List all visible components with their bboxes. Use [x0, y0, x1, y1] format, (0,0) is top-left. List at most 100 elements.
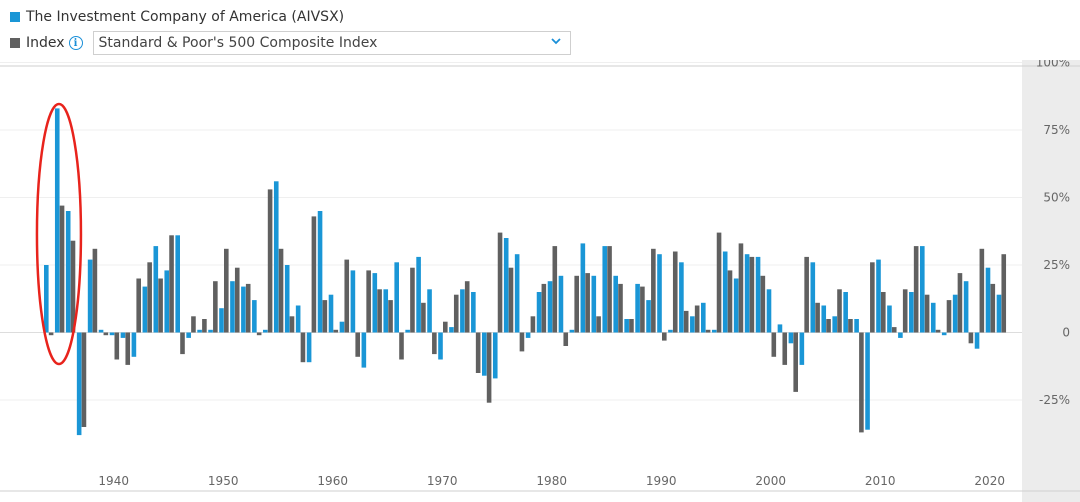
index-bar[interactable] [322, 300, 328, 333]
fund-bar[interactable] [438, 332, 443, 360]
index-bar[interactable] [136, 278, 141, 333]
index-bar[interactable] [92, 248, 98, 333]
index-bar[interactable] [771, 332, 777, 357]
index-bar[interactable] [640, 286, 645, 333]
fund-bar[interactable] [558, 275, 564, 333]
fund-bar[interactable] [744, 254, 750, 333]
index-bar[interactable] [147, 262, 152, 333]
index-bar[interactable] [70, 240, 76, 333]
index-bar[interactable] [629, 319, 634, 333]
fund-bar[interactable] [372, 273, 378, 333]
fund-bar[interactable] [996, 294, 1002, 333]
index-bar[interactable] [672, 251, 678, 333]
index-bar[interactable] [1001, 254, 1007, 333]
index-bar[interactable] [103, 332, 109, 336]
index-bar[interactable] [574, 275, 579, 333]
fund-bar[interactable] [733, 278, 739, 333]
index-select[interactable]: Standard & Poor's 500 Composite Index [92, 31, 571, 55]
index-bar[interactable] [213, 281, 218, 333]
index-bar[interactable] [377, 289, 382, 333]
index-bar[interactable] [333, 329, 339, 333]
index-bar[interactable] [432, 332, 437, 355]
index-bar[interactable] [870, 262, 875, 333]
index-bar[interactable] [224, 248, 229, 333]
fund-bar[interactable] [460, 289, 465, 333]
fund-bar[interactable] [952, 294, 958, 333]
fund-bar[interactable] [591, 275, 597, 333]
fund-bar[interactable] [394, 262, 399, 333]
fund-bar[interactable] [208, 329, 213, 333]
index-bar[interactable] [749, 256, 755, 333]
fund-bar[interactable] [98, 329, 104, 333]
index-bar[interactable] [256, 332, 262, 336]
fund-bar[interactable] [120, 332, 126, 338]
index-bar[interactable] [202, 319, 207, 333]
fund-bar[interactable] [263, 329, 268, 333]
fund-bar[interactable] [350, 270, 356, 333]
fund-bar[interactable] [799, 332, 805, 365]
index-bar[interactable] [662, 332, 667, 341]
fund-bar[interactable] [131, 332, 137, 357]
index-bar[interactable] [837, 289, 842, 333]
index-bar[interactable] [760, 275, 766, 333]
fund-bar[interactable] [876, 259, 881, 333]
index-bar[interactable] [59, 205, 65, 333]
index-bar[interactable] [585, 273, 590, 333]
index-bar[interactable] [278, 248, 284, 333]
fund-bar[interactable] [54, 108, 60, 333]
index-bar[interactable] [881, 292, 886, 333]
fund-bar[interactable] [711, 329, 717, 333]
fund-bar[interactable] [898, 332, 903, 338]
fund-bar[interactable] [328, 294, 334, 333]
index-bar[interactable] [902, 289, 908, 333]
fund-bar[interactable] [317, 211, 323, 333]
index-bar[interactable] [519, 332, 525, 352]
index-bar[interactable] [300, 332, 306, 363]
index-bar[interactable] [891, 327, 897, 333]
index-bar[interactable] [344, 259, 350, 333]
index-bar[interactable] [716, 232, 722, 333]
fund-bar[interactable] [602, 246, 608, 333]
fund-bar[interactable] [405, 329, 410, 333]
fund-bar[interactable] [482, 332, 487, 376]
fund-bar[interactable] [854, 319, 859, 333]
fund-bar[interactable] [788, 332, 794, 344]
index-bar[interactable] [596, 316, 601, 333]
fund-bar[interactable] [65, 211, 71, 333]
index-bar[interactable] [410, 267, 415, 333]
index-bar[interactable] [563, 332, 569, 347]
index-bar[interactable] [158, 278, 163, 333]
fund-bar[interactable] [416, 256, 421, 333]
fund-bar[interactable] [503, 238, 509, 333]
index-bar[interactable] [497, 232, 503, 333]
fund-bar[interactable] [164, 270, 170, 333]
index-bar[interactable] [366, 270, 371, 333]
index-bar[interactable] [355, 332, 360, 357]
fund-bar[interactable] [832, 316, 837, 333]
index-bar[interactable] [475, 332, 481, 374]
fund-bar[interactable] [909, 292, 914, 333]
fund-bar[interactable] [624, 319, 629, 333]
index-bar[interactable] [453, 294, 459, 333]
fund-bar[interactable] [471, 292, 476, 333]
index-bar[interactable] [738, 243, 744, 333]
index-bar[interactable] [935, 329, 941, 333]
fund-bar[interactable] [722, 251, 728, 333]
index-bar[interactable] [705, 329, 711, 333]
index-bar[interactable] [990, 283, 996, 333]
fund-bar[interactable] [252, 300, 257, 333]
fund-bar[interactable] [230, 281, 235, 333]
fund-bar[interactable] [514, 254, 520, 333]
fund-bar[interactable] [142, 286, 148, 333]
fund-bar[interactable] [810, 262, 816, 333]
index-bar[interactable] [388, 300, 393, 333]
fund-bar[interactable] [963, 281, 969, 333]
fund-bar[interactable] [777, 324, 783, 333]
fund-bar[interactable] [449, 327, 454, 333]
index-bar[interactable] [651, 248, 656, 333]
fund-bar[interactable] [175, 235, 180, 333]
index-bar[interactable] [245, 283, 251, 333]
index-bar[interactable] [443, 321, 448, 333]
index-bar[interactable] [81, 332, 87, 428]
index-bar[interactable] [957, 273, 963, 333]
